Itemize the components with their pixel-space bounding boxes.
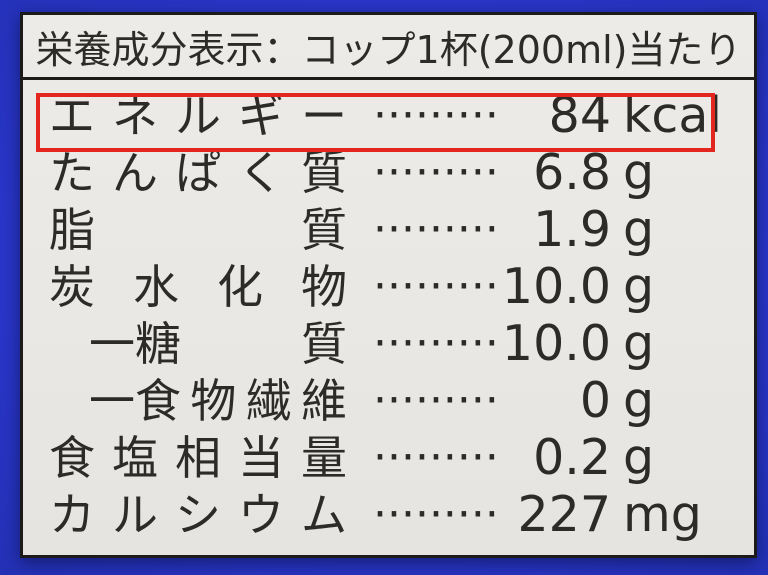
- nutrient-name-part: ん: [112, 145, 158, 200]
- nutrient-name-part: 物: [301, 259, 347, 314]
- nutrient-name-part: カ: [49, 487, 95, 542]
- nutrition-table: エネルギー ········· 84 kcal たんぱく質 ········· …: [23, 80, 754, 543]
- nutrient-name-part: ネ: [112, 88, 158, 143]
- nutrient-name-part: ウ: [238, 487, 284, 542]
- nutrition-label: 栄養成分表示：コップ1杯(200ml)当たり エネルギー ········· 8…: [20, 12, 757, 558]
- nutrient-name-part: 脂: [49, 202, 95, 257]
- nutrient-value: 0: [579, 372, 611, 429]
- nutrition-row: カルシウム ········· 227 mg: [23, 486, 754, 543]
- nutrient-name-part: 量: [301, 430, 347, 485]
- nutrient-name-part: 炭: [49, 259, 95, 314]
- nutrient-name-part: エ: [49, 88, 95, 143]
- nutrient-value: 84: [548, 87, 611, 144]
- nutrient-unit: mg: [623, 486, 702, 543]
- nutrition-row: 食塩相当量 ········· 0.2 g: [23, 429, 754, 486]
- nutrition-row: エネルギー ········· 84 kcal: [23, 87, 754, 144]
- nutrient-name-part: 質: [301, 316, 347, 371]
- nutrient-unit: g: [623, 429, 655, 486]
- nutrient-name: たんぱく質: [49, 150, 347, 196]
- nutrient-name-part: 質: [301, 202, 347, 257]
- nutrition-row: 一糖質 ········· 10.0 g: [23, 315, 754, 372]
- nutrient-unit: g: [623, 315, 655, 372]
- nutrient-name-part: ぱ: [175, 145, 221, 200]
- nutrient-unit: g: [623, 258, 655, 315]
- nutrient-name-part: 繊: [245, 373, 292, 428]
- nutrient-name-part: 質: [301, 145, 347, 200]
- leader-dots: ·········: [373, 150, 499, 195]
- nutrient-value: 6.8: [533, 144, 611, 201]
- nutrient-name-part: ー: [301, 88, 347, 143]
- nutrient-name-part: ル: [175, 88, 221, 143]
- nutrient-name: 炭水化物: [49, 264, 347, 310]
- nutrient-name-part: 水: [133, 259, 179, 314]
- nutrient-name-part: 維: [300, 373, 347, 428]
- nutrient-value: 227: [517, 486, 611, 543]
- nutrient-value: 1.9: [533, 201, 611, 258]
- leader-dots: ·········: [373, 321, 499, 366]
- nutrient-unit: kcal: [623, 87, 722, 144]
- nutrient-name-part: く: [238, 145, 284, 200]
- nutrient-value: 0.2: [533, 429, 611, 486]
- nutrient-name-part: ム: [301, 487, 347, 542]
- nutrient-value: 10.0: [501, 258, 611, 315]
- nutrient-name: 一糖質: [49, 321, 347, 367]
- nutrient-name: 食塩相当量: [49, 435, 347, 481]
- nutrition-row: 炭水化物 ········· 10.0 g: [23, 258, 754, 315]
- nutrition-label-title: 栄養成分表示：コップ1杯(200ml)当たり: [23, 15, 754, 80]
- nutrient-name-part: 一糖: [89, 316, 181, 371]
- nutrient-name-part: 一食: [89, 373, 181, 428]
- nutrient-name-part: 塩: [112, 430, 158, 485]
- nutrition-row: たんぱく質 ········· 6.8 g: [23, 144, 754, 201]
- leader-dots: ·········: [373, 264, 499, 309]
- nutrient-unit: g: [623, 201, 655, 258]
- nutrient-name-part: 化: [217, 259, 263, 314]
- leader-dots: ·········: [373, 207, 499, 252]
- nutrient-name: 脂質: [49, 207, 347, 253]
- nutrient-name-part: 相: [175, 430, 221, 485]
- nutrient-unit: g: [623, 372, 655, 429]
- nutrition-row: 脂質 ········· 1.9 g: [23, 201, 754, 258]
- leader-dots: ·········: [373, 492, 499, 537]
- nutrient-name-part: ル: [112, 487, 158, 542]
- nutrient-unit: g: [623, 144, 655, 201]
- nutrition-row: 一食物繊維 ········· 0 g: [23, 372, 754, 429]
- nutrient-name: カルシウム: [49, 492, 347, 538]
- nutrient-name-part: た: [49, 145, 95, 200]
- nutrient-name-part: 当: [238, 430, 284, 485]
- leader-dots: ·········: [373, 378, 499, 423]
- nutrient-name-part: ギ: [238, 88, 284, 143]
- nutrient-name: エネルギー: [49, 93, 347, 139]
- nutrient-name: 一食物繊維: [49, 378, 347, 424]
- leader-dots: ·········: [373, 93, 499, 138]
- nutrient-name-part: 食: [49, 430, 95, 485]
- leader-dots: ·········: [373, 435, 499, 480]
- nutrient-value: 10.0: [501, 315, 611, 372]
- nutrient-name-part: 物: [190, 373, 237, 428]
- nutrient-name-part: シ: [175, 487, 221, 542]
